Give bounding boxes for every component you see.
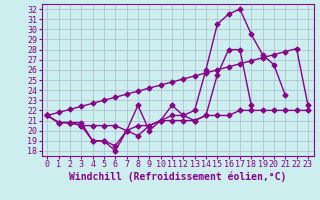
X-axis label: Windchill (Refroidissement éolien,°C): Windchill (Refroidissement éolien,°C) <box>69 172 286 182</box>
